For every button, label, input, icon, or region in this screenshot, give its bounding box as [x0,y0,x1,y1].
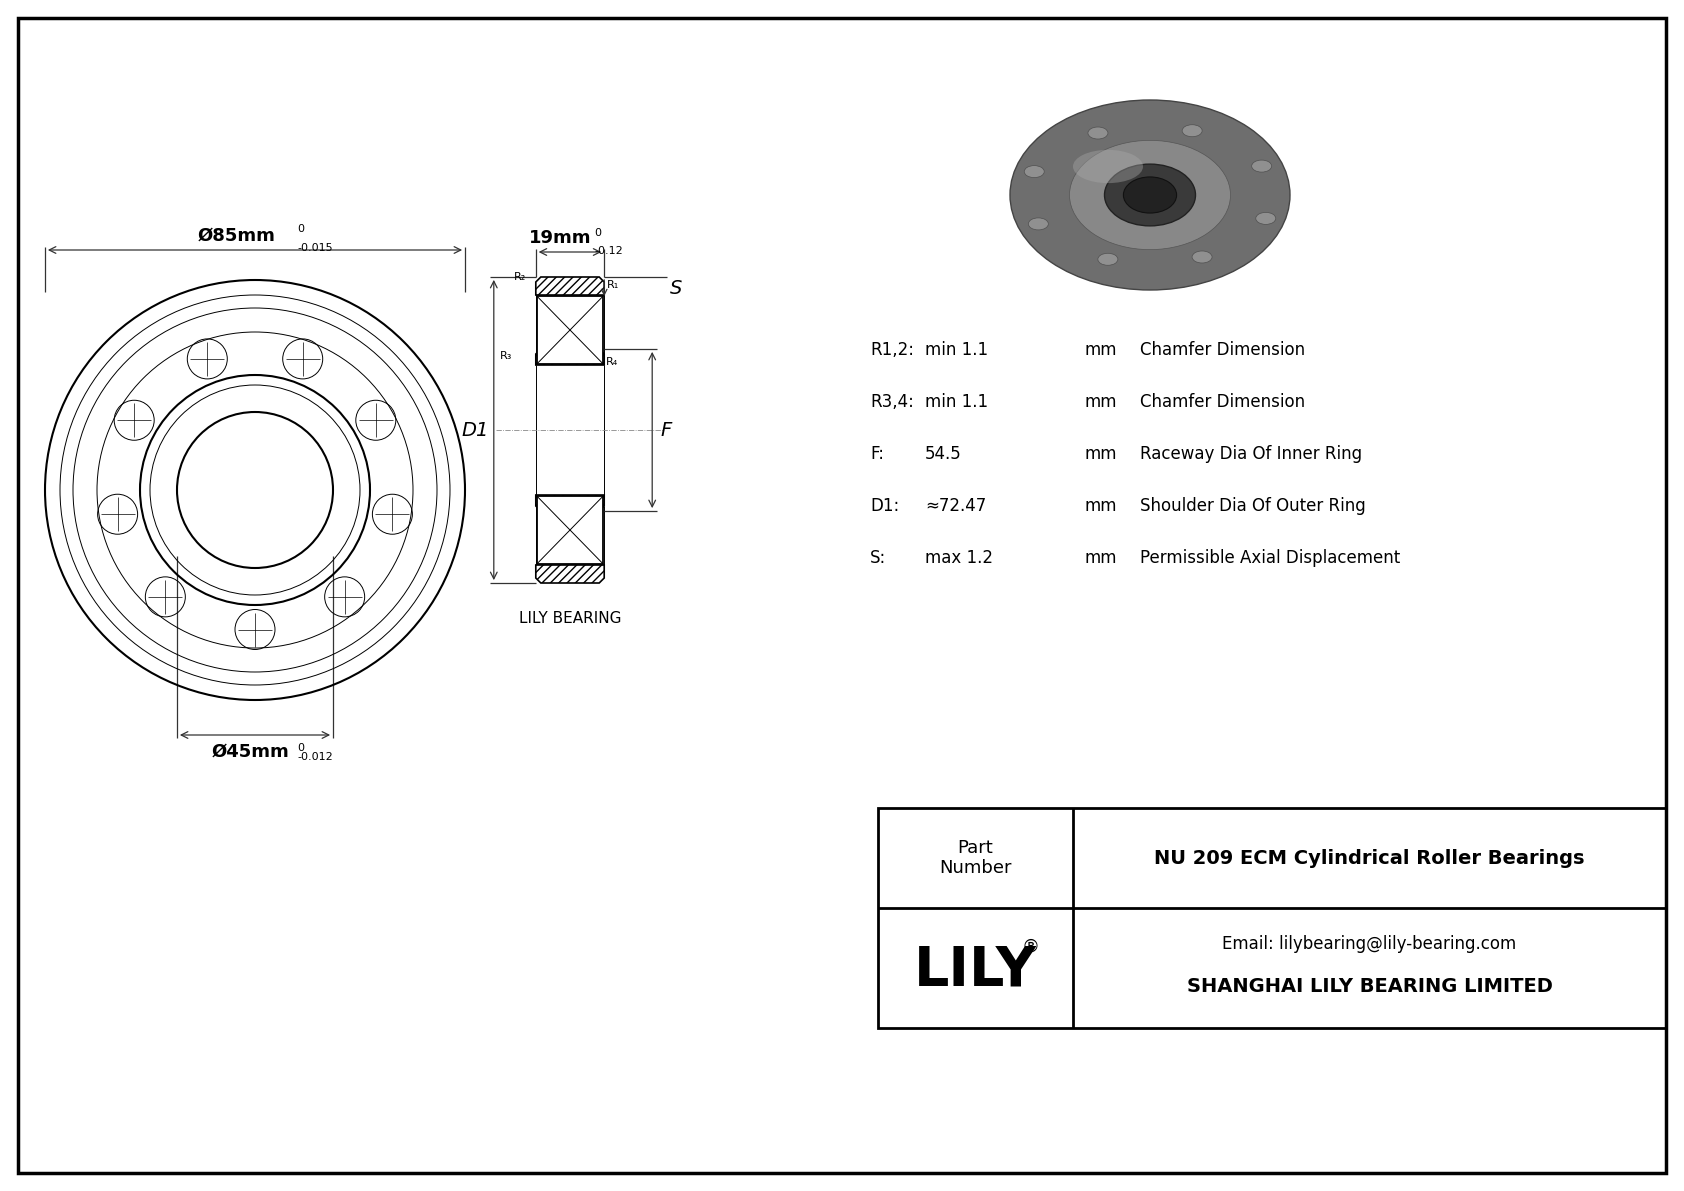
Text: ≈72.47: ≈72.47 [925,497,987,515]
Ellipse shape [1105,164,1196,226]
Text: Shoulder Dia Of Outer Ring: Shoulder Dia Of Outer Ring [1140,497,1366,515]
Text: 0: 0 [296,743,305,753]
Ellipse shape [1256,212,1276,224]
Bar [877,807,1665,1028]
Text: LILY BEARING: LILY BEARING [519,611,621,626]
Text: F: F [660,420,672,439]
Text: -0.12: -0.12 [594,247,623,256]
Text: D1: D1 [461,420,488,439]
Text: 54.5: 54.5 [925,445,962,463]
Text: R₃: R₃ [500,351,512,361]
Text: 19mm: 19mm [529,229,591,247]
Text: R3,4:: R3,4: [871,393,914,411]
Polygon shape [536,495,605,511]
Ellipse shape [1123,177,1177,213]
Text: max 1.2: max 1.2 [925,549,994,567]
Text: Chamfer Dimension: Chamfer Dimension [1140,341,1305,358]
Text: -0.012: -0.012 [296,752,333,762]
Ellipse shape [1010,100,1290,289]
Text: min 1.1: min 1.1 [925,341,989,358]
Ellipse shape [1251,160,1271,172]
Text: Part
Number: Part Number [940,838,1012,878]
Text: Raceway Dia Of Inner Ring: Raceway Dia Of Inner Ring [1140,445,1362,463]
Polygon shape [536,565,605,584]
Polygon shape [536,349,605,364]
Text: S:: S: [871,549,886,567]
Ellipse shape [1069,141,1231,250]
Text: Chamfer Dimension: Chamfer Dimension [1140,393,1305,411]
Text: S: S [670,279,682,298]
Text: Permissible Axial Displacement: Permissible Axial Displacement [1140,549,1401,567]
Text: mm: mm [1084,445,1118,463]
Text: mm: mm [1084,393,1118,411]
Text: LILY: LILY [914,943,1037,997]
Text: min 1.1: min 1.1 [925,393,989,411]
Bar [537,495,603,565]
Polygon shape [536,278,605,295]
Text: SHANGHAI LILY BEARING LIMITED: SHANGHAI LILY BEARING LIMITED [1187,977,1553,996]
Ellipse shape [1024,166,1044,177]
Ellipse shape [1182,125,1202,137]
Ellipse shape [1088,127,1108,139]
Text: mm: mm [1084,497,1118,515]
Text: R₂: R₂ [514,272,525,282]
Text: D1:: D1: [871,497,899,515]
Text: NU 209 ECM Cylindrical Roller Bearings: NU 209 ECM Cylindrical Roller Bearings [1154,848,1585,867]
Bar [537,297,603,364]
Text: Ø85mm: Ø85mm [199,227,276,245]
Text: 0: 0 [296,224,305,233]
Ellipse shape [1192,251,1212,263]
Text: R₁: R₁ [608,280,620,289]
Text: F:: F: [871,445,884,463]
Text: -0.015: -0.015 [296,243,333,252]
Ellipse shape [1029,218,1049,230]
Text: Email: lilybearing@lily-bearing.com: Email: lilybearing@lily-bearing.com [1223,935,1517,953]
Text: ®: ® [1022,937,1039,955]
Text: 0: 0 [594,227,601,238]
Text: R₄: R₄ [606,357,618,367]
Ellipse shape [1073,150,1143,183]
Text: R1,2:: R1,2: [871,341,914,358]
Ellipse shape [1098,254,1118,266]
Text: mm: mm [1084,341,1118,358]
Text: Ø45mm: Ø45mm [210,743,290,761]
Text: mm: mm [1084,549,1118,567]
